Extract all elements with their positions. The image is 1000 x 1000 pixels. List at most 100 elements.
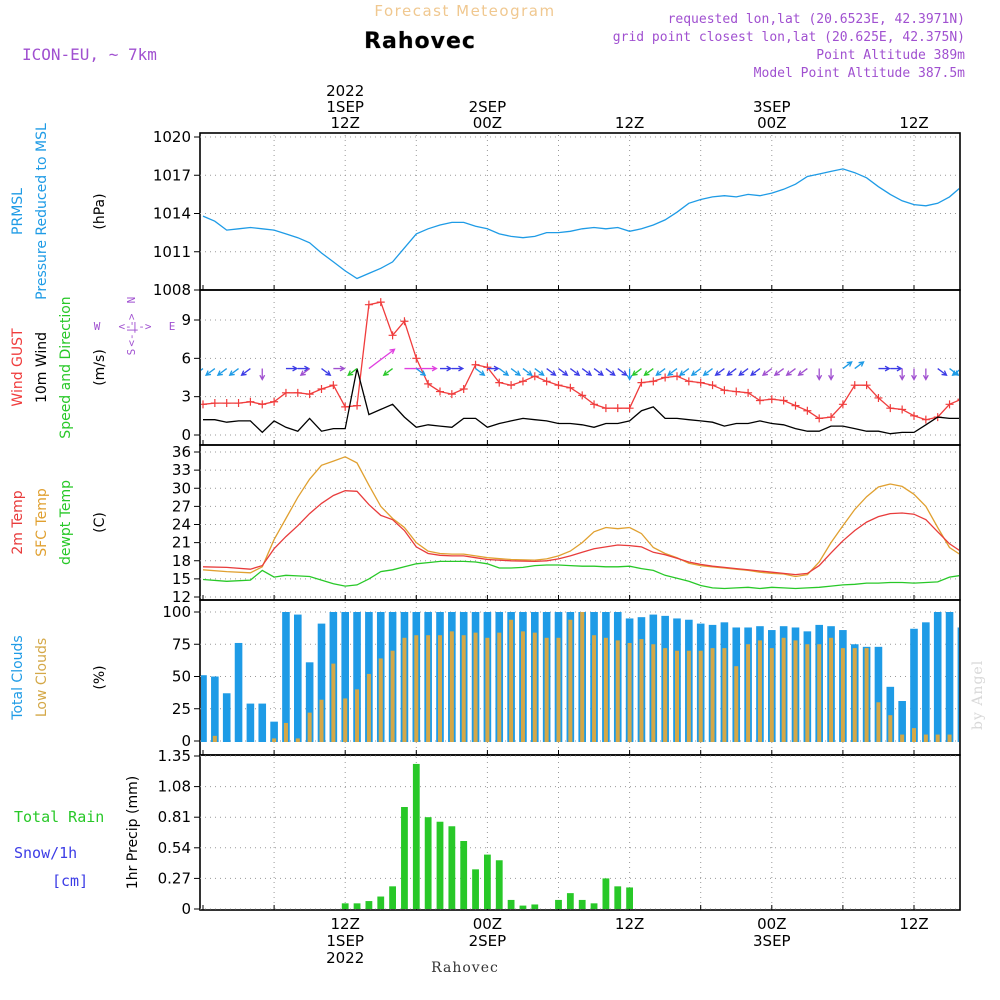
gust-point — [898, 405, 907, 414]
y-tick-label: 21 — [172, 534, 191, 552]
wind-direction-arrow — [690, 368, 702, 376]
low-clouds-bar — [461, 635, 466, 742]
footer-location: Rahovec — [431, 960, 499, 976]
pressure-axis-label: PRMSL — [10, 188, 26, 235]
gust-point — [767, 395, 776, 404]
gust-point — [684, 377, 693, 386]
wind-panel: 0 3 6 9 Wind GUST 10m Wind Speed and Direction… — [10, 289, 997, 446]
point-altitude: Point Altitude 389m — [816, 48, 965, 63]
wind-direction-arrow — [797, 368, 808, 376]
low-clouds-bar — [710, 648, 715, 742]
total-clouds-bar — [234, 642, 243, 742]
gust-point — [270, 397, 279, 406]
low-clouds-bar — [568, 619, 573, 742]
low-clouds-bar — [734, 666, 739, 742]
total-clouds-bar — [945, 612, 954, 742]
gust-point — [566, 383, 575, 392]
y-tick-label: 15 — [172, 570, 191, 588]
gust-point — [708, 381, 717, 390]
gust-point — [542, 377, 551, 386]
wind-direction-arrow — [773, 368, 785, 376]
total-clouds-bar — [317, 623, 326, 742]
total-clouds-bar — [222, 693, 231, 742]
gust-point — [601, 404, 610, 413]
wind-direction-arrow — [890, 365, 903, 372]
time-label-top: 00Z — [757, 114, 786, 132]
y-tick-label: 50 — [172, 668, 191, 686]
gust-point — [613, 404, 622, 413]
gust-point — [317, 385, 326, 393]
gust-point — [554, 381, 563, 390]
wind-direction-arrow — [558, 368, 569, 376]
gust-point — [886, 404, 895, 413]
temperature-axis-label: 2m Temp — [10, 490, 26, 554]
wind-axis-label: 10m Wind — [34, 332, 50, 403]
low-clouds-bar — [402, 637, 407, 742]
low-clouds-bar — [331, 663, 336, 742]
gust-point — [661, 373, 670, 382]
wind-axis-label: (m/s) — [92, 349, 108, 386]
wind-direction-arrow — [702, 368, 713, 376]
temperature-marks — [202, 456, 959, 590]
compass-letter: W — [94, 320, 101, 333]
gust-point — [815, 414, 824, 423]
low-clouds-bar — [840, 648, 845, 742]
gust-point — [518, 377, 527, 386]
model-label: ICON-EU, ~ 7km — [22, 45, 157, 64]
wind-direction-arrow — [631, 368, 642, 376]
low-clouds-bar — [272, 738, 277, 742]
total-clouds-bar — [922, 622, 930, 742]
low-clouds-bar — [473, 632, 478, 742]
time-label-bottom: 2022 — [326, 949, 364, 967]
wind-direction-arrow — [785, 368, 796, 376]
wind-direction-arrow — [816, 368, 823, 381]
low-clouds-bar — [414, 635, 419, 742]
gust-point — [400, 317, 409, 326]
gust-point — [791, 401, 800, 410]
time-label-bottom: 12Z — [615, 915, 644, 933]
low-clouds-bar — [888, 715, 893, 742]
wind-direction-arrow — [228, 368, 239, 376]
gust-point — [779, 396, 788, 405]
low-clouds-bar — [378, 658, 383, 742]
precip-bar — [590, 903, 598, 909]
gust-point — [945, 400, 954, 409]
gust-point — [649, 377, 658, 386]
y-tick-label: 9 — [181, 311, 191, 329]
wind-direction-arrow — [667, 368, 678, 376]
y-tick-label: 6 — [181, 349, 191, 367]
total-clouds-bar — [270, 721, 278, 742]
precip-bar — [448, 826, 456, 909]
precip-bar — [531, 904, 539, 909]
low-clouds-bar — [426, 635, 431, 742]
low-clouds-bar — [556, 637, 561, 742]
wind-direction-arrow — [333, 365, 346, 372]
y-tick-label: 12 — [172, 588, 191, 606]
wind-series-line — [203, 368, 959, 435]
temperature-axis-label: SFC Temp — [34, 488, 50, 557]
temperature-series-line — [202, 456, 959, 578]
compass-arrows-vertical: <-|-> — [125, 313, 138, 346]
gust-point — [910, 411, 918, 420]
precip-bar — [412, 763, 420, 909]
clouds-axis-label: Total Clouds — [10, 635, 26, 720]
wind-direction-arrow — [655, 368, 666, 376]
pressure-marks — [202, 168, 959, 280]
y-tick-label: 36 — [172, 443, 191, 461]
low-clouds-bar — [283, 722, 288, 742]
time-axis-top: 20221SEP12Z2SEP00Z12Z3SEP00Z12Z4SEP00Z — [326, 82, 929, 132]
precip-legend-label: Total Rain — [14, 808, 104, 826]
y-tick-label: 0 — [181, 426, 191, 444]
wind-direction-arrow — [321, 368, 332, 376]
wind-direction-arrow — [299, 368, 311, 376]
clouds-marks — [201, 612, 959, 742]
low-clouds-bar — [627, 642, 632, 742]
low-clouds-bar — [900, 734, 905, 742]
time-label-bottom: 2SEP — [469, 932, 507, 950]
gust-point — [720, 386, 729, 395]
wind-direction-arrow — [988, 369, 997, 376]
low-clouds-bar — [592, 635, 597, 742]
time-label-top: 1SEP — [326, 98, 364, 116]
low-clouds-bar — [663, 648, 668, 742]
time-label-bottom: 3SEP — [753, 932, 791, 950]
